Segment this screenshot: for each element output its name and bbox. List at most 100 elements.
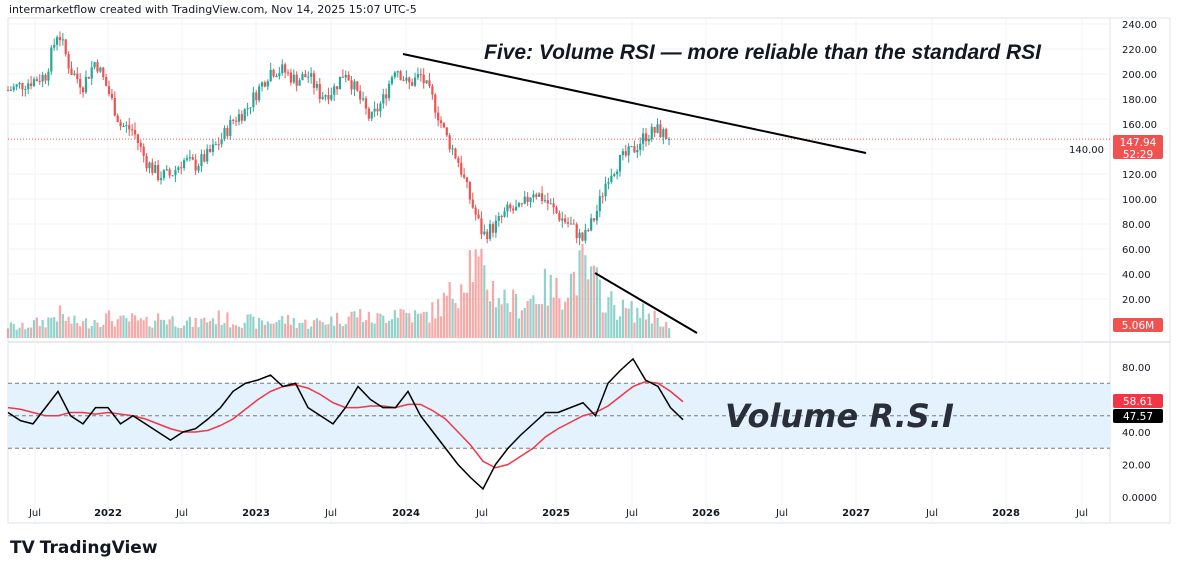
candle (122, 126, 125, 128)
volume-bar (402, 309, 405, 338)
candle (67, 54, 70, 69)
volume-bar (281, 315, 284, 338)
volume-bar (566, 297, 570, 338)
candle (327, 95, 330, 100)
candle (38, 80, 41, 82)
time-tick: Jul (625, 508, 638, 519)
candle (587, 229, 590, 231)
candle (125, 125, 128, 127)
candle (445, 127, 448, 136)
volume-bar (341, 326, 344, 338)
candle (203, 154, 206, 162)
volume-bar (598, 279, 601, 338)
time-tick: 2027 (842, 508, 870, 519)
candle (616, 171, 619, 175)
candle (451, 148, 454, 150)
price-tick: 140.00 (1069, 145, 1104, 156)
candle (592, 218, 596, 221)
volume-bar (269, 323, 272, 338)
candle (486, 231, 489, 240)
chart-canvas[interactable]: 240.00 220.00 200.00 180.00 160.00 140.00 120.… (0, 0, 1200, 530)
volume-bar (211, 318, 215, 338)
rsi-ma-label-bg (1113, 394, 1163, 408)
volume-bar (364, 320, 368, 338)
candle (321, 96, 324, 100)
volume-bar (275, 321, 278, 338)
candle (102, 67, 105, 78)
volume-bar (310, 326, 313, 338)
volume-bar (307, 328, 310, 338)
volume-bar (561, 309, 564, 338)
candle (318, 83, 321, 100)
volume-bar (376, 313, 379, 338)
candle (15, 84, 18, 87)
price-tick: 80.00 (1122, 220, 1151, 231)
candle (480, 218, 483, 235)
candle (206, 148, 209, 162)
volume-bar (29, 327, 33, 338)
candle (561, 218, 564, 221)
candle (73, 73, 76, 75)
candle (408, 77, 411, 83)
volume-bar (289, 324, 293, 338)
volume-bar (79, 326, 82, 338)
candle (249, 107, 252, 109)
candle (344, 74, 347, 78)
candle (24, 89, 27, 91)
volume-bar (595, 267, 599, 338)
volume-bar (338, 323, 342, 338)
volume-bar (298, 322, 301, 338)
candle (145, 155, 148, 169)
volume-bar (604, 312, 607, 338)
time-tick: Jul (775, 508, 788, 519)
candle (454, 148, 457, 159)
volume-bar (64, 320, 67, 338)
volume-bar (650, 323, 653, 338)
candle (55, 37, 59, 45)
volume-bar (564, 301, 567, 338)
candle (110, 93, 114, 98)
candle (621, 151, 624, 156)
volume-bar (575, 295, 578, 338)
candle (656, 124, 659, 133)
time-tick: 2022 (94, 508, 122, 519)
volume-bar (549, 274, 552, 338)
candle (116, 115, 119, 123)
candle (543, 200, 547, 202)
volume-bar (532, 295, 535, 338)
volume-bar (171, 316, 174, 338)
volume-bar (333, 325, 336, 338)
candle (240, 114, 243, 121)
candle (457, 158, 460, 163)
candle (509, 204, 512, 209)
volume-bar (12, 323, 15, 338)
candle (278, 73, 281, 77)
candle (364, 98, 368, 109)
time-tick: Jul (475, 508, 488, 519)
volume-bar (214, 324, 217, 338)
rsi-annotation: Volume R.S.I (725, 397, 954, 435)
volume-bar (590, 266, 593, 338)
candle (113, 97, 116, 116)
volume-bar (428, 322, 431, 338)
candle (70, 68, 73, 75)
volume-bar (552, 297, 555, 338)
volume-bar (486, 289, 489, 338)
candle (79, 79, 82, 88)
candle (159, 178, 163, 180)
volume-bar (572, 271, 575, 338)
volume-bar (255, 328, 258, 338)
volume-bar (520, 310, 523, 338)
volume-bar (93, 320, 96, 338)
volume-bar (416, 313, 420, 338)
volume-bar (494, 307, 497, 338)
volume-bar (148, 326, 151, 338)
candle (139, 142, 142, 147)
volume-label-bg (1113, 318, 1163, 332)
volume-bar (174, 326, 177, 338)
candle (353, 81, 356, 90)
candle (131, 129, 134, 131)
rsi-ma-label: 58.61 (1123, 396, 1153, 408)
candle (90, 67, 93, 79)
